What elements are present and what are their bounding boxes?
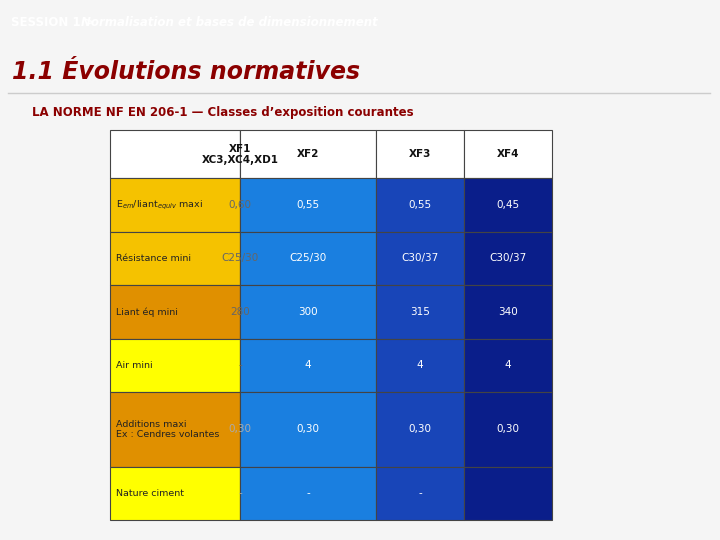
Text: Résistance mini: Résistance mini	[116, 254, 191, 263]
Text: -: -	[418, 488, 422, 498]
Text: XF3: XF3	[409, 150, 431, 159]
Bar	[464, 339, 552, 392]
Bar	[240, 392, 376, 467]
Bar	[240, 178, 376, 232]
Text: 0,30: 0,30	[228, 424, 251, 434]
Bar	[240, 339, 376, 392]
Bar	[376, 232, 464, 285]
Bar	[376, 392, 464, 467]
Text: C25/30: C25/30	[221, 253, 258, 264]
Text: Additions maxi
Ex : Cendres volantes: Additions maxi Ex : Cendres volantes	[116, 420, 220, 439]
Text: 0,30: 0,30	[297, 424, 320, 434]
Text: -: -	[238, 360, 242, 370]
Text: XF4: XF4	[497, 150, 519, 159]
Bar	[464, 285, 552, 339]
Bar	[376, 131, 464, 178]
Text: Liant éq mini: Liant éq mini	[116, 307, 178, 316]
Text: -: -	[306, 488, 310, 498]
Bar	[110, 131, 240, 178]
Text: -: -	[238, 488, 242, 498]
Text: 4: 4	[305, 360, 311, 370]
Bar	[464, 392, 552, 467]
Text: 0,30: 0,30	[408, 424, 431, 434]
Bar	[376, 285, 464, 339]
Bar	[464, 232, 552, 285]
Bar	[376, 178, 464, 232]
Bar	[110, 232, 240, 285]
Bar	[376, 339, 464, 392]
Text: 0,60: 0,60	[228, 200, 251, 210]
Text: Nature ciment: Nature ciment	[116, 489, 184, 498]
Text: 300: 300	[298, 307, 318, 317]
Text: 0,45: 0,45	[496, 200, 520, 210]
Text: C30/37: C30/37	[490, 253, 526, 264]
Text: 0,55: 0,55	[297, 200, 320, 210]
Bar	[240, 285, 376, 339]
Bar	[110, 392, 240, 467]
Text: XF1
XC3,XC4,XD1: XF1 XC3,XC4,XD1	[202, 144, 279, 165]
Bar	[464, 178, 552, 232]
Text: 315: 315	[410, 307, 430, 317]
Bar	[376, 467, 464, 520]
Text: E$_{em}$/liant$_{equiv}$ maxi: E$_{em}$/liant$_{equiv}$ maxi	[116, 199, 203, 212]
Text: 4: 4	[505, 360, 511, 370]
Text: 0,55: 0,55	[408, 200, 431, 210]
Bar	[464, 131, 552, 178]
Bar	[240, 467, 376, 520]
Text: 340: 340	[498, 307, 518, 317]
Text: SESSION 1 >: SESSION 1 >	[11, 16, 99, 29]
Text: XF2: XF2	[297, 150, 319, 159]
Bar	[464, 467, 552, 520]
Bar	[110, 285, 240, 339]
Text: C25/30: C25/30	[289, 253, 327, 264]
Text: LA NORME NF EN 206-1 — Classes d’exposition courantes: LA NORME NF EN 206-1 — Classes d’exposit…	[32, 106, 413, 119]
Bar	[240, 232, 376, 285]
Text: 1.1 Évolutions normatives: 1.1 Évolutions normatives	[12, 60, 360, 84]
Text: C30/37: C30/37	[401, 253, 438, 264]
Text: Air mini: Air mini	[116, 361, 153, 370]
Bar	[110, 467, 240, 520]
Text: 280: 280	[230, 307, 250, 317]
Text: 4: 4	[417, 360, 423, 370]
Bar	[240, 131, 376, 178]
Text: Normalisation et bases de dimensionnement: Normalisation et bases de dimensionnemen…	[81, 16, 378, 29]
Bar	[110, 178, 240, 232]
Bar	[110, 339, 240, 392]
Text: 0,30: 0,30	[497, 424, 520, 434]
